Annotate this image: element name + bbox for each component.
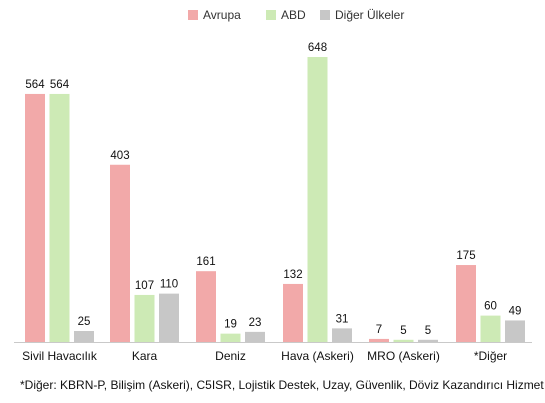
legend-item-abd: ABD bbox=[266, 8, 306, 22]
bar-di-er-lkeler-di-er bbox=[505, 320, 525, 342]
legend-label-avrupa: Avrupa bbox=[203, 8, 241, 22]
bar-abd-sivil-havac-l-k bbox=[49, 93, 70, 342]
data-label-abd-sivil-havac-l-k: 564 bbox=[50, 79, 70, 91]
bar-di-er-lkeler-sivil-havac-l-k bbox=[74, 331, 94, 342]
bar-di-er-lkeler-kara bbox=[159, 293, 179, 342]
data-label-di-er-lkeler-mro-askeri: 5 bbox=[425, 325, 431, 337]
chart-footnote: *Diğer: KBRN-P, Bilişim (Askeri), C5ISR,… bbox=[20, 378, 544, 392]
legend-item-diger-ulkeler: Diğer Ülkeler bbox=[320, 8, 404, 22]
legend-swatch-avrupa bbox=[188, 10, 198, 20]
data-label-di-er-lkeler-di-er: 49 bbox=[509, 305, 522, 317]
bar-abd-deniz bbox=[220, 333, 241, 342]
data-label-avrupa-kara: 403 bbox=[110, 150, 129, 162]
data-label-avrupa-mro-askeri: 7 bbox=[376, 324, 382, 336]
bar-di-er-lkeler-hava-askeri bbox=[332, 328, 352, 342]
chart-legend: Avrupa ABD Diğer Ülkeler bbox=[0, 8, 545, 24]
bar-abd-kara bbox=[134, 294, 155, 342]
x-tick-label-sivil-havac-l-k: Sivil Havacılık bbox=[22, 349, 98, 363]
bar-abd-di-er bbox=[480, 315, 501, 342]
x-tick-label-deniz: Deniz bbox=[215, 349, 246, 363]
bar-avrupa-di-er bbox=[456, 265, 476, 342]
data-label-abd-mro-askeri: 5 bbox=[400, 325, 406, 337]
legend-label-abd: ABD bbox=[281, 8, 306, 22]
x-tick-label-kara: Kara bbox=[132, 349, 158, 363]
legend-label-diger-ulkeler: Diğer Ülkeler bbox=[335, 8, 405, 22]
data-label-avrupa-di-er: 175 bbox=[456, 250, 475, 262]
bar-avrupa-hava-askeri bbox=[283, 283, 303, 342]
bar-avrupa-kara bbox=[110, 164, 130, 342]
data-label-avrupa-hava-askeri: 132 bbox=[283, 269, 302, 281]
data-label-di-er-lkeler-hava-askeri: 31 bbox=[336, 313, 349, 325]
bar-di-er-lkeler-mro-askeri bbox=[418, 339, 438, 342]
data-label-abd-deniz: 19 bbox=[224, 319, 237, 331]
data-label-abd-hava-askeri: 648 bbox=[308, 42, 327, 54]
data-label-abd-kara: 107 bbox=[135, 280, 154, 292]
bar-avrupa-mro-askeri bbox=[369, 338, 389, 342]
data-label-abd-di-er: 60 bbox=[484, 301, 497, 313]
bar-abd-hava-askeri bbox=[307, 57, 328, 342]
data-label-avrupa-deniz: 161 bbox=[196, 256, 215, 268]
bar-abd-mro-askeri bbox=[393, 339, 414, 342]
legend-swatch-abd bbox=[266, 10, 276, 20]
x-tick-label-hava-askeri: Hava (Askeri) bbox=[281, 349, 354, 363]
data-label-di-er-lkeler-deniz: 23 bbox=[249, 317, 262, 329]
x-tick-label-di-er: *Diğer bbox=[474, 349, 507, 363]
data-label-avrupa-sivil-havac-l-k: 564 bbox=[25, 79, 45, 91]
bar-avrupa-sivil-havac-l-k bbox=[25, 93, 45, 342]
bar-di-er-lkeler-deniz bbox=[245, 331, 265, 342]
data-label-di-er-lkeler-kara: 110 bbox=[160, 279, 178, 291]
legend-swatch-diger-ulkeler bbox=[320, 10, 330, 20]
legend-item-avrupa: Avrupa bbox=[188, 8, 241, 22]
data-label-di-er-lkeler-sivil-havac-l-k: 25 bbox=[78, 316, 91, 328]
bar-avrupa-deniz bbox=[196, 271, 216, 342]
x-tick-label-mro-askeri: MRO (Askeri) bbox=[367, 349, 440, 363]
